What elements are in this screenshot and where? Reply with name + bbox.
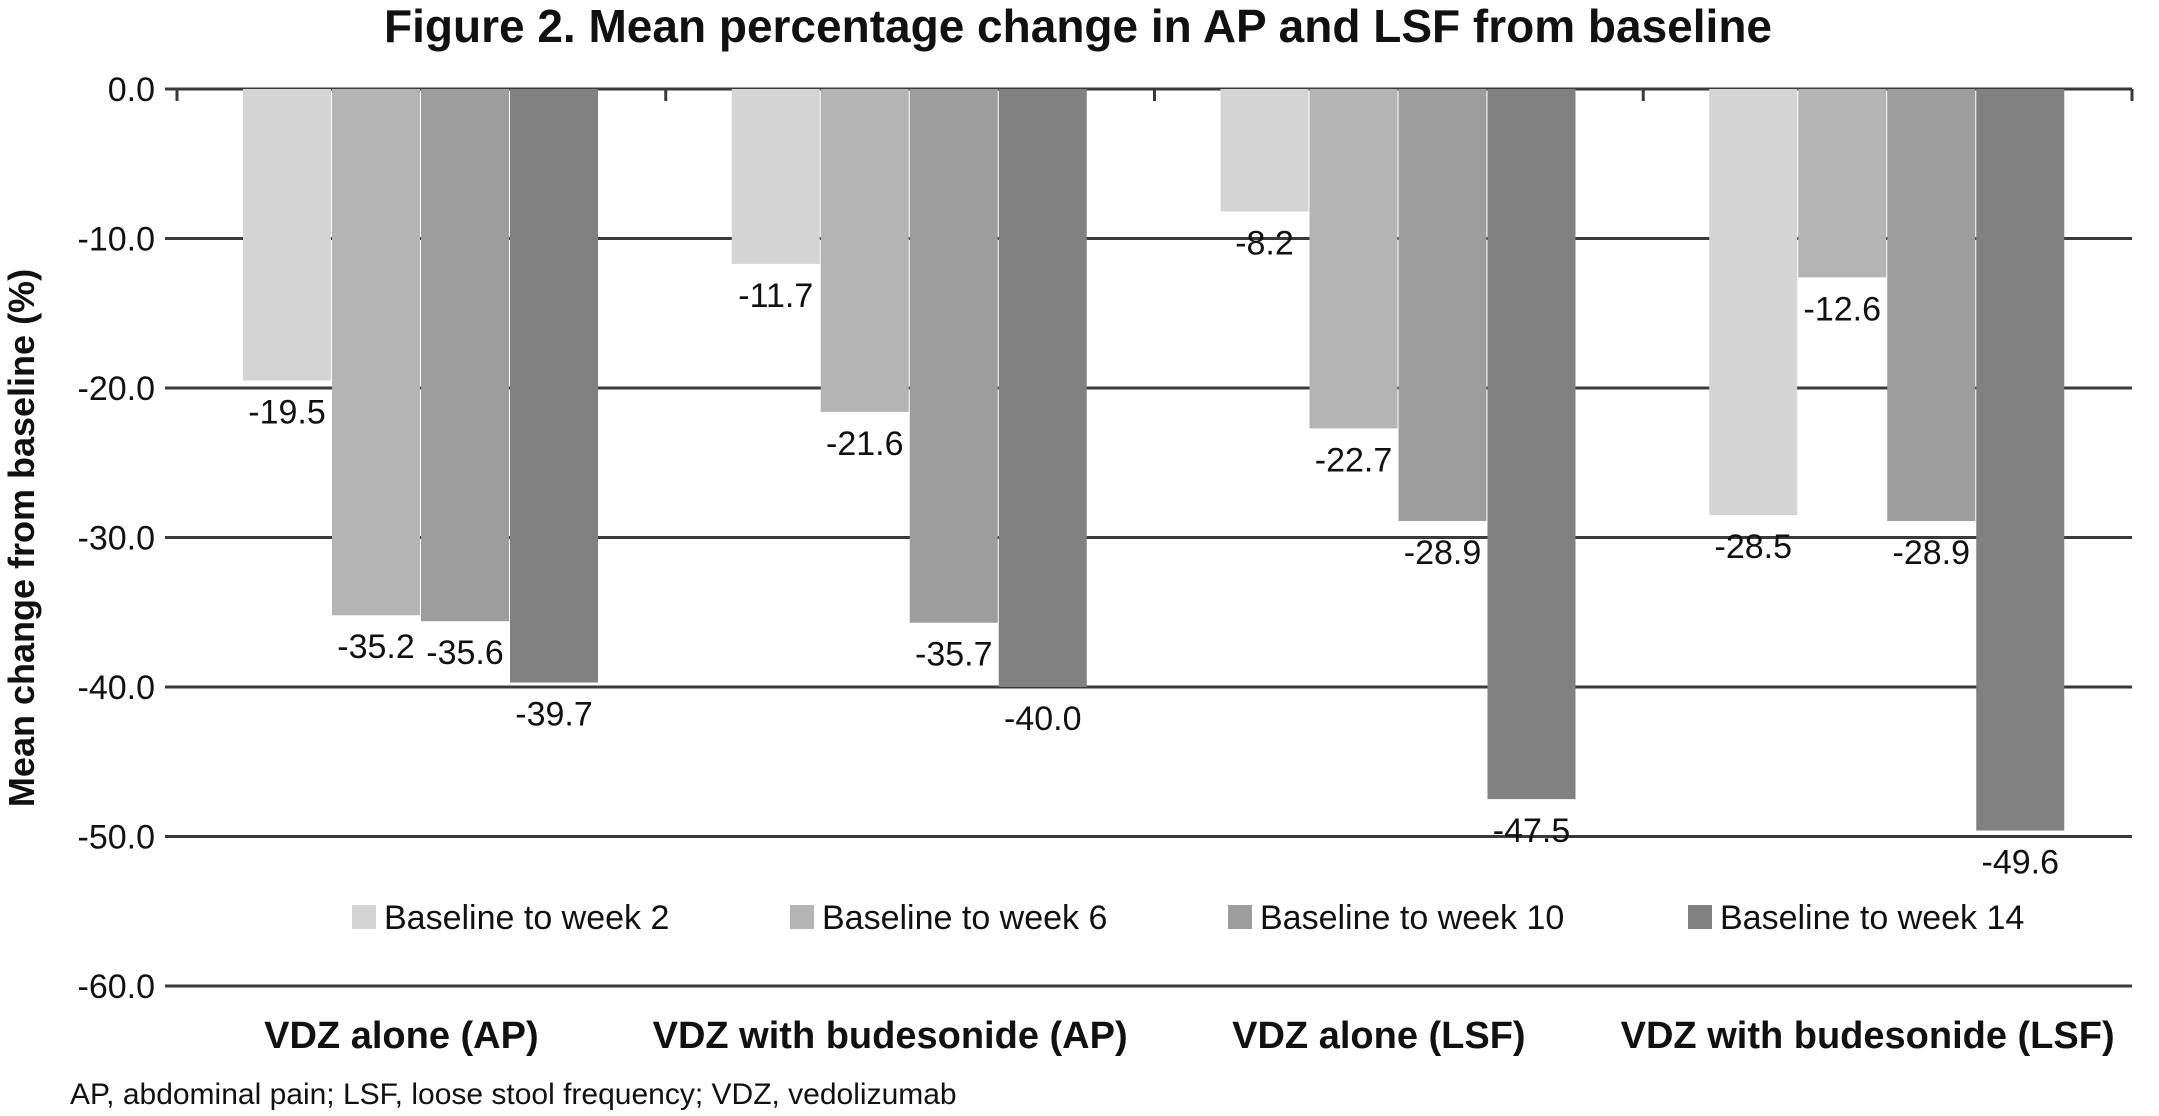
bar [332, 89, 420, 616]
bar [1398, 89, 1487, 522]
legend-label: Baseline to week 2 [384, 899, 669, 937]
axes: 0.0 -10.0 -20.0 -30.0 -40.0 -50.0 -60.0 [78, 71, 2134, 1006]
data-label: -49.6 [1982, 844, 2060, 882]
data-label: -11.7 [738, 277, 813, 315]
y-axis-label: Mean change from baseline (%) [1, 269, 42, 807]
data-labels: -19.5 -35.2 -35.6 -39.7 -11.7 -21.6 -35.7 -40.0… [248, 225, 2059, 882]
bar [510, 89, 598, 683]
bar [1487, 89, 1576, 800]
data-label: -35.2 [337, 628, 415, 666]
category-label: VDZ alone (LSF) [1232, 1015, 1525, 1057]
legend-label: Baseline to week 6 [822, 899, 1107, 937]
category-label: VDZ alone (AP) [264, 1015, 538, 1057]
y-tick-label: -50.0 [78, 819, 156, 857]
bar [1798, 89, 1887, 278]
bar [1976, 89, 2065, 831]
y-tick-label: -30.0 [78, 520, 156, 558]
data-label: -21.6 [826, 425, 904, 463]
bar [731, 89, 820, 264]
y-tick-label: -40.0 [78, 669, 156, 707]
legend-swatch [790, 905, 814, 929]
data-label: -28.9 [1404, 534, 1482, 572]
bar [1887, 89, 1976, 522]
data-label: -35.6 [426, 634, 504, 672]
data-label: -22.7 [1315, 441, 1393, 479]
data-label: -35.7 [915, 636, 993, 674]
category-label: VDZ with budesonide (LSF) [1621, 1015, 2115, 1057]
y-tick-label: -10.0 [78, 221, 156, 259]
data-label: -28.9 [1893, 534, 1971, 572]
bar [1309, 89, 1398, 429]
bar [421, 89, 509, 622]
data-label: -12.6 [1804, 290, 1882, 328]
footnote: AP, abdominal pain; LSF, loose stool fre… [70, 1078, 957, 1111]
legend-swatch [352, 905, 376, 929]
bars [243, 89, 2065, 831]
data-label: -39.7 [515, 696, 593, 734]
category-labels: VDZ alone (AP) VDZ with budesonide (AP) VD… [264, 1015, 2114, 1057]
legend-label: Baseline to week 14 [1720, 899, 2024, 937]
data-label: -40.0 [1004, 700, 1082, 738]
bar [820, 89, 909, 412]
bar [1709, 89, 1798, 516]
data-label: -8.2 [1235, 225, 1294, 263]
y-tick-label: 0.0 [108, 71, 155, 109]
y-tick-label: -60.0 [78, 968, 156, 1006]
legend-swatch [1228, 905, 1252, 929]
chart-title: Figure 2. Mean percentage change in AP a… [384, 0, 1772, 52]
legend: Baseline to week 2 Baseline to week 6 Base… [352, 899, 2024, 937]
bar [1220, 89, 1309, 212]
data-label: -19.5 [248, 394, 326, 432]
data-label: -47.5 [1493, 812, 1571, 850]
y-tick-label: -20.0 [78, 370, 156, 408]
bar [909, 89, 998, 623]
data-label: -28.5 [1715, 528, 1793, 566]
legend-swatch [1688, 905, 1712, 929]
bar [243, 89, 331, 381]
bar [998, 89, 1087, 687]
legend-label: Baseline to week 10 [1260, 899, 1564, 937]
category-label: VDZ with budesonide (AP) [653, 1015, 1128, 1057]
